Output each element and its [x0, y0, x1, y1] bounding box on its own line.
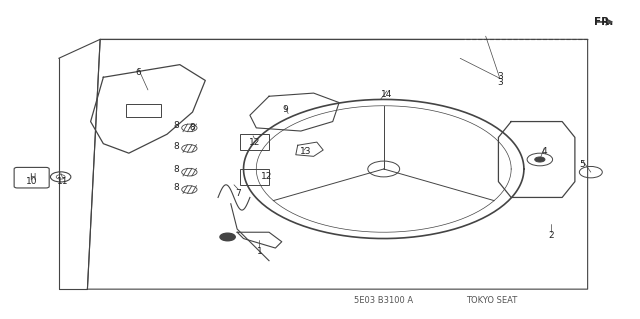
Text: 8: 8: [173, 183, 179, 192]
Text: 8: 8: [173, 142, 179, 151]
Text: 11: 11: [57, 177, 68, 186]
Text: 1: 1: [257, 247, 262, 256]
Text: 3: 3: [497, 78, 502, 86]
Circle shape: [535, 157, 545, 162]
Text: 10: 10: [26, 177, 37, 186]
Text: 5: 5: [580, 160, 586, 169]
Text: 13: 13: [300, 147, 312, 156]
Text: 8: 8: [173, 166, 179, 174]
Text: 6: 6: [136, 68, 141, 77]
Text: 3: 3: [497, 72, 502, 81]
Text: H: H: [29, 173, 35, 182]
Text: 14: 14: [381, 90, 392, 99]
Text: 5E03 B3100 A: 5E03 B3100 A: [354, 296, 413, 305]
Text: 9: 9: [282, 105, 288, 114]
Circle shape: [220, 233, 236, 241]
Text: FR.: FR.: [594, 17, 613, 27]
Text: 8: 8: [173, 121, 179, 130]
Text: 12: 12: [261, 172, 273, 182]
Text: 4: 4: [541, 147, 547, 156]
Text: 7: 7: [236, 189, 241, 198]
Text: TOKYO SEAT: TOKYO SEAT: [467, 296, 518, 305]
Text: 8: 8: [189, 123, 195, 132]
Text: 12: 12: [249, 137, 260, 147]
Text: 2: 2: [548, 231, 554, 240]
